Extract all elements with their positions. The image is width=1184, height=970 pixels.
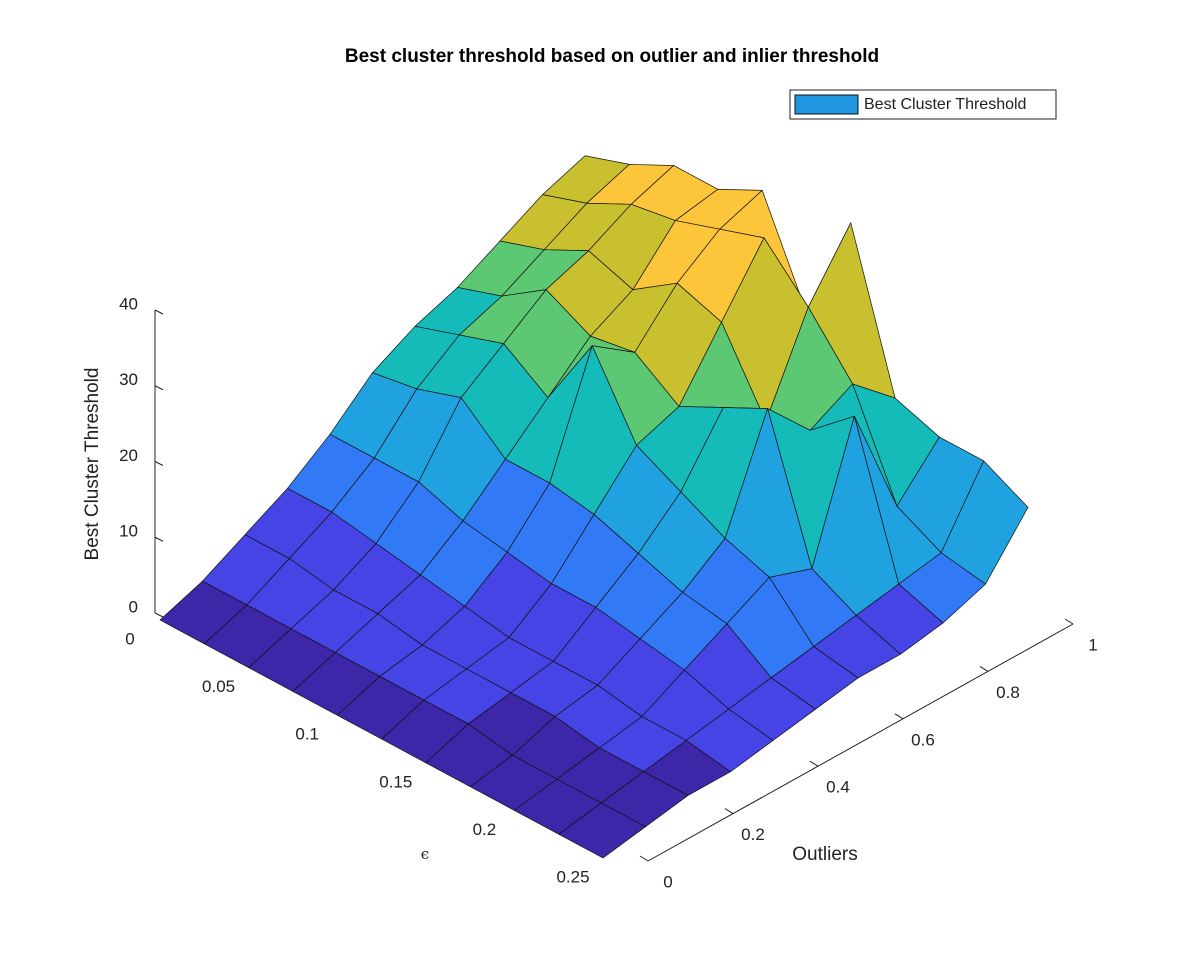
x-tick-label: 0.6 bbox=[911, 730, 935, 749]
x-tick bbox=[894, 713, 904, 720]
x-tick-label: 0.8 bbox=[996, 683, 1020, 702]
z-tick-label: 40 bbox=[119, 294, 138, 313]
x-tick-label: 1 bbox=[1088, 635, 1097, 654]
z-tick bbox=[154, 309, 164, 315]
z-tick-label: 0 bbox=[129, 597, 138, 616]
z-tick bbox=[154, 385, 164, 391]
legend-swatch bbox=[794, 94, 859, 115]
x-tick-label: 0.2 bbox=[741, 825, 765, 844]
surface-cell bbox=[558, 802, 646, 859]
legend: Best Cluster Threshold bbox=[789, 89, 1057, 120]
x-tick bbox=[724, 808, 734, 815]
x-tick-label: 0 bbox=[663, 872, 672, 891]
z-tick-label: 30 bbox=[119, 370, 138, 389]
x-tick bbox=[809, 760, 819, 767]
z-tick-label: 10 bbox=[119, 522, 138, 541]
x-tick-label: 0.4 bbox=[826, 778, 850, 797]
z-tick bbox=[154, 536, 164, 542]
x-axis-label: Outliers bbox=[792, 844, 857, 865]
x-axis bbox=[647, 623, 1074, 862]
x-tick bbox=[979, 665, 989, 672]
z-tick-label: 20 bbox=[119, 446, 138, 465]
y-tick-label: 0.05 bbox=[202, 677, 235, 696]
y-tick-label: 0 bbox=[125, 629, 134, 648]
y-tick-label: 0.2 bbox=[473, 820, 497, 839]
z-tick bbox=[154, 461, 164, 466]
y-tick-label: 0.25 bbox=[556, 867, 589, 886]
y-axis-label: ϵ bbox=[421, 845, 429, 863]
x-tick bbox=[1064, 618, 1074, 625]
chart-title: Best cluster threshold based on outlier … bbox=[345, 46, 879, 67]
z-tick bbox=[154, 612, 164, 618]
z-axis-label: Best Cluster Threshold bbox=[82, 368, 103, 561]
legend-label: Best Cluster Threshold bbox=[864, 96, 1026, 113]
y-tick-label: 0.15 bbox=[379, 772, 412, 791]
y-tick-label: 0.1 bbox=[295, 725, 319, 744]
x-tick bbox=[639, 855, 649, 862]
